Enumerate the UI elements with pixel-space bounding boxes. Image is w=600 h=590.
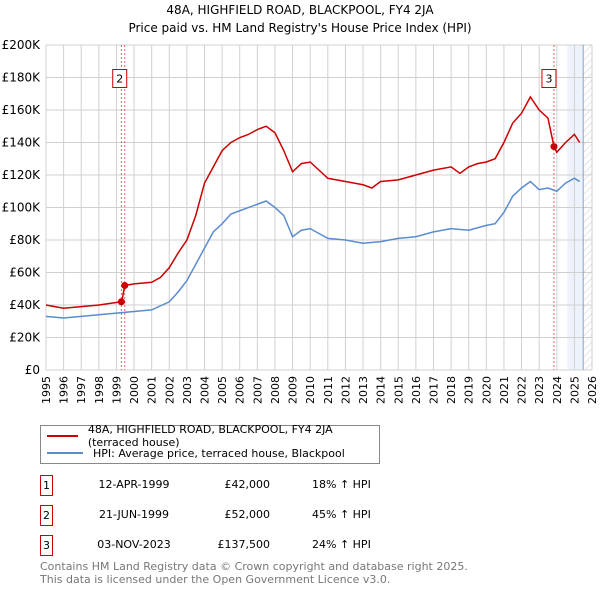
x-tick-label: 2006: [234, 376, 247, 404]
legend-item-hpi: HPI: Average price, terraced house, Blac…: [47, 445, 345, 461]
x-tick-label: 2004: [199, 376, 212, 404]
sale-price: £137,500: [217, 538, 271, 551]
y-tick-label: £40K: [9, 298, 41, 312]
sale-hpi: 18% ↑ HPI: [312, 478, 371, 491]
x-tick-label: 2022: [516, 376, 529, 404]
y-tick-label: £180K: [2, 71, 42, 85]
sale-row: 1 12-APR-1999 £42,000 18% ↑ HPI: [40, 475, 440, 496]
x-tick-label: 2025: [568, 376, 581, 404]
x-tick-label: 2020: [480, 376, 493, 404]
x-tick-label: 2015: [392, 376, 405, 404]
sale-date: 03-NOV-2023: [97, 538, 171, 551]
y-tick-label: £200K: [2, 38, 42, 52]
sale-label: 3: [545, 73, 552, 86]
sale-hpi: 45% ↑ HPI: [312, 508, 371, 521]
sale-price: £42,000: [224, 478, 271, 491]
x-tick-label: 2026: [586, 376, 599, 404]
y-tick-label: £80K: [9, 233, 41, 247]
x-tick-label: 2011: [322, 376, 335, 404]
footer-line: This data is licensed under the Open Gov…: [40, 573, 391, 586]
footer-line: Contains HM Land Registry data © Crown c…: [40, 560, 468, 573]
sale-marker: 1: [40, 475, 53, 496]
x-tick-label: 1999: [110, 376, 123, 404]
x-tick-label: 2014: [375, 376, 388, 404]
chart-title: 48A, HIGHFIELD ROAD, BLACKPOOL, FY4 2JA: [166, 3, 434, 17]
sale-marker: 2: [40, 505, 53, 526]
series-line: [45, 177, 581, 319]
y-tick-label: £120K: [2, 168, 42, 182]
x-tick-label: 2000: [128, 376, 141, 404]
x-tick-label: 2024: [551, 376, 564, 404]
x-tick-label: 1995: [40, 376, 53, 404]
legend-item-property: 48A, HIGHFIELD ROAD, BLACKPOOL, FY4 2JA …: [47, 423, 379, 449]
x-tick-label: 2013: [357, 376, 370, 404]
sale-date: 21-JUN-1999: [98, 508, 170, 521]
legend-label: HPI: Average price, terraced house, Blac…: [93, 446, 345, 460]
x-tick-label: 2001: [146, 376, 159, 404]
chart-subtitle: Price paid vs. HM Land Registry's House …: [128, 21, 471, 35]
footer: Contains HM Land Registry data © Crown c…: [40, 560, 468, 586]
sale-point: [550, 143, 558, 151]
sale-point: [117, 298, 125, 306]
x-tick-label: 2008: [269, 376, 282, 404]
x-tick-label: 2016: [410, 376, 423, 404]
x-tick-label: 2009: [287, 376, 300, 404]
x-tick-label: 2003: [181, 376, 194, 404]
y-tick-label: £160K: [2, 103, 42, 117]
x-tick-label: 2005: [216, 376, 229, 404]
legend: 48A, HIGHFIELD ROAD, BLACKPOOL, FY4 2JA …: [40, 423, 380, 464]
x-tick-label: 2010: [304, 376, 317, 404]
x-tick-label: 1996: [58, 376, 71, 404]
x-tick-label: 2002: [163, 376, 176, 404]
sale-hpi: 24% ↑ HPI: [312, 538, 371, 551]
x-tick-label: 2023: [533, 376, 546, 404]
y-tick-label: £140K: [2, 136, 42, 150]
sale-price: £52,000: [224, 508, 271, 521]
x-tick-label: 2017: [427, 376, 440, 404]
sale-point: [121, 282, 129, 289]
y-tick-label: £60K: [9, 266, 41, 280]
sale-label-box: [541, 69, 557, 88]
sale-label-box: [112, 69, 128, 88]
sale-date: 12-APR-1999: [98, 478, 170, 491]
sale-marker: 3: [40, 535, 53, 556]
sale-row: 3 03-NOV-2023 £137,500 24% ↑ HPI: [40, 535, 440, 556]
x-tick-label: 1997: [75, 376, 88, 404]
series-line: [45, 95, 581, 310]
sale-row: 2 21-JUN-1999 £52,000 45% ↑ HPI: [40, 505, 440, 526]
x-tick-label: 2018: [445, 376, 458, 404]
y-tick-label: £100K: [2, 201, 42, 215]
y-tick-label: £0: [25, 363, 40, 377]
x-tick-label: 1998: [93, 376, 106, 404]
y-tick-label: £20K: [9, 331, 41, 345]
x-tick-label: 2021: [498, 376, 511, 404]
price-chart: 48A, HIGHFIELD ROAD, BLACKPOOL, FY4 2JA …: [2, 3, 599, 404]
x-tick-label: 2012: [339, 376, 352, 404]
legend-label: 48A, HIGHFIELD ROAD, BLACKPOOL, FY4 2JA …: [87, 423, 333, 449]
sale-label: 2: [116, 73, 123, 86]
x-tick-label: 2007: [251, 376, 264, 404]
x-tick-label: 2019: [463, 376, 476, 404]
